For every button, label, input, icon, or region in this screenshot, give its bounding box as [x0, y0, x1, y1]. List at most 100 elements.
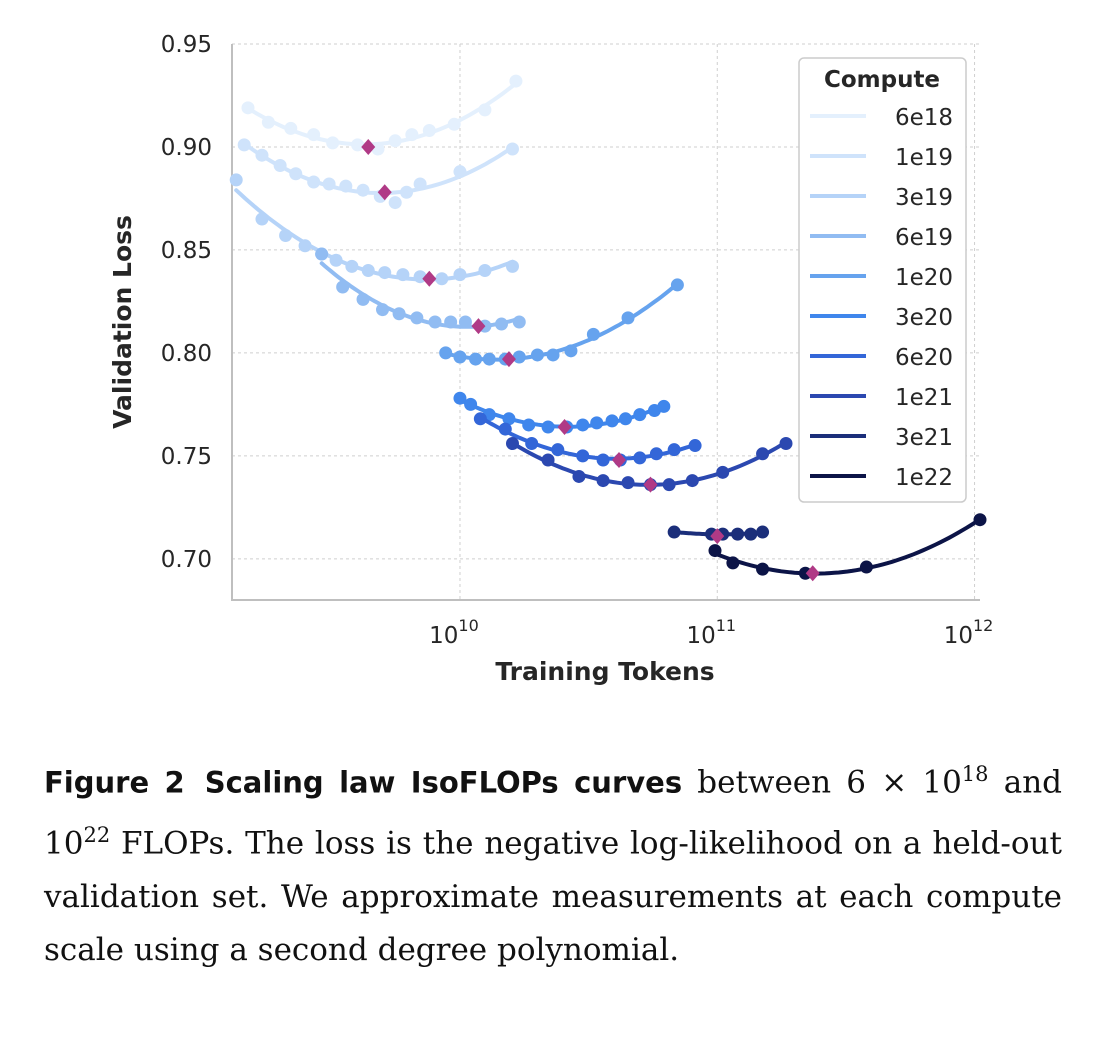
data-point [435, 272, 449, 286]
data-point [649, 447, 663, 461]
data-point [307, 128, 321, 142]
data-point [662, 478, 676, 492]
data-point [586, 327, 600, 341]
legend-label: 6e19 [895, 225, 953, 251]
data-point [576, 449, 590, 463]
data-point [388, 196, 402, 210]
data-point [596, 474, 610, 488]
data-point [621, 476, 635, 490]
data-point [505, 142, 519, 156]
series-1e20 [439, 278, 684, 366]
data-point [336, 280, 350, 294]
data-point [322, 177, 336, 191]
data-point [708, 544, 722, 558]
caption-label: Figure 2 [44, 765, 185, 800]
series-6e18 [241, 74, 523, 156]
data-point [478, 103, 492, 117]
series-6e19 [315, 247, 526, 333]
data-point [410, 311, 424, 325]
data-point [541, 420, 555, 434]
x-tick-label: 1010 [429, 616, 479, 649]
legend-label: 3e21 [895, 425, 953, 451]
legend-label: 1e19 [895, 145, 953, 171]
data-point [744, 527, 758, 541]
legend-label: 6e18 [895, 105, 953, 131]
data-point [522, 418, 536, 432]
optimum-marker [471, 318, 486, 335]
optimum-marker [422, 270, 437, 287]
data-point [241, 101, 255, 115]
data-point [756, 447, 770, 461]
data-point [509, 74, 523, 88]
legend-label: 1e21 [895, 385, 953, 411]
data-point [307, 175, 321, 189]
legend-item: 3e19 [810, 185, 953, 211]
legend-item: 1e21 [810, 385, 953, 411]
caption-text-1: between 6 × 10 [697, 764, 962, 801]
y-tick-label: 0.70 [161, 547, 212, 573]
data-point [261, 115, 275, 129]
data-point [458, 315, 472, 329]
series-3e19 [229, 173, 519, 286]
series-1e22 [708, 513, 987, 580]
data-point [376, 303, 390, 317]
legend-label: 6e20 [895, 345, 953, 371]
series-layer [229, 74, 987, 580]
optimum-marker [557, 419, 572, 436]
caption-text-2: and 10 [44, 764, 1063, 862]
data-point [453, 165, 467, 179]
x-axis-title: Training Tokens [495, 657, 714, 686]
legend-item: 3e21 [810, 425, 953, 451]
optimum-marker [377, 184, 392, 201]
data-point [329, 253, 343, 267]
data-point [716, 465, 730, 479]
data-point [590, 416, 604, 430]
data-point [405, 128, 419, 142]
data-point [530, 348, 544, 362]
legend-item: 6e20 [810, 345, 953, 371]
y-axis-title: Validation Loss [108, 215, 137, 429]
data-point [564, 344, 578, 358]
data-point [667, 443, 681, 457]
series-1e19 [237, 138, 519, 210]
data-point [779, 436, 793, 450]
data-point [633, 408, 647, 422]
optimum-marker [361, 138, 376, 155]
data-point [670, 278, 684, 292]
data-point [619, 412, 633, 426]
data-point [473, 412, 487, 426]
data-point [576, 418, 590, 432]
y-tick-label: 0.75 [161, 444, 212, 470]
y-tick-label: 0.95 [161, 32, 212, 58]
series-fit-line [713, 517, 982, 576]
data-point [505, 436, 519, 450]
legend-label: 1e20 [895, 265, 953, 291]
data-point [326, 136, 340, 150]
figure-caption: Figure 2 Scaling law IsoFLOPs curves betw… [44, 748, 1062, 977]
data-point [392, 307, 406, 321]
x-tick-label: 1012 [944, 616, 994, 649]
data-point [667, 525, 681, 539]
axes-spines [231, 44, 980, 601]
data-point [428, 315, 442, 329]
data-point [255, 212, 269, 226]
legend-item: 6e18 [810, 105, 953, 131]
data-point [273, 158, 287, 172]
data-point [464, 397, 478, 411]
data-point [494, 317, 508, 331]
data-point [351, 138, 365, 152]
x-axis-ticks: 1010 1011 1012 [429, 616, 993, 649]
data-point [315, 247, 329, 261]
x-tick-label: 1011 [686, 616, 736, 649]
caption-text-3: FLOPs. The loss is the negative log-like… [44, 825, 1062, 968]
data-point [469, 352, 483, 366]
optimum-marker [805, 565, 820, 582]
data-point [444, 315, 458, 329]
data-point [447, 117, 461, 131]
data-point [371, 142, 385, 156]
data-point [541, 453, 555, 467]
legend-item: 6e19 [810, 225, 953, 251]
data-point [756, 562, 770, 576]
data-point [453, 268, 467, 282]
data-point [361, 264, 375, 278]
